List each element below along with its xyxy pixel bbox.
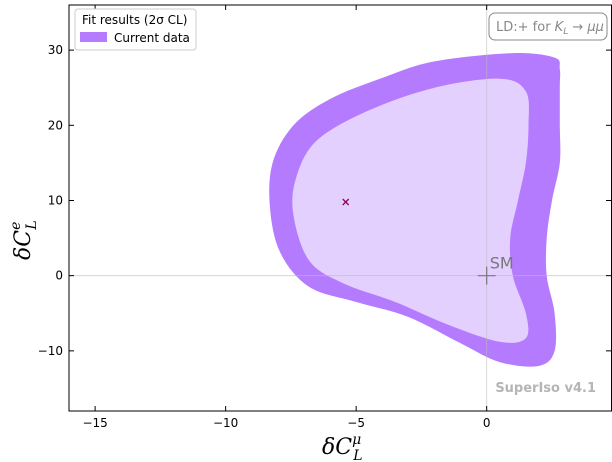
y-tick-label: 20: [48, 118, 63, 132]
y-axis-title-sub: L: [24, 220, 40, 230]
ld-tag-mm: μμ: [586, 20, 604, 35]
ld-tag-text: LD:+ for KL → μμ: [496, 20, 604, 37]
legend-title: Fit results (2σ CL): [82, 13, 187, 27]
plot-area: SM: [69, 5, 612, 411]
y-axis-title-main: δC: [11, 230, 36, 260]
x-tick-label: 0: [483, 416, 491, 430]
x-axis-title-main: δC: [322, 435, 352, 460]
x-axis-title-sup: μ: [352, 432, 361, 448]
ld-tag-box: [488, 12, 608, 41]
best-fit-marker-b: [342, 198, 350, 206]
ld-tag-k: K: [555, 20, 565, 35]
x-axis-title: δCμ L: [322, 432, 362, 462]
y-tick-label: 0: [55, 269, 63, 283]
y-tick-label: −10: [38, 344, 63, 358]
ld-tag: LD:+ for KL → μμ: [488, 12, 608, 41]
sm-label: SM: [490, 254, 514, 273]
ld-tag-k-sub: L: [563, 27, 568, 37]
y-axis-title: δCeL: [8, 220, 40, 260]
x-tick-label: −5: [347, 416, 365, 430]
legend-label-current-data: Current data: [114, 31, 190, 45]
region-inner: [292, 78, 529, 343]
ld-tag-arrow: →: [568, 20, 587, 35]
ld-tag-prefix: LD:+ for: [496, 20, 555, 35]
x-tick-label: −10: [213, 416, 238, 430]
y-tick-label: 30: [48, 43, 63, 57]
legend: Fit results (2σ CL) Current data: [74, 8, 197, 51]
x-tick-label: −15: [82, 416, 107, 430]
y-axis-title-sup: e: [8, 222, 24, 230]
x-axis-title-sub: L: [352, 448, 362, 462]
legend-swatch-current-data: [80, 32, 107, 42]
y-tick-label: 10: [48, 193, 63, 207]
watermark: SuperIso v4.1: [495, 381, 596, 396]
